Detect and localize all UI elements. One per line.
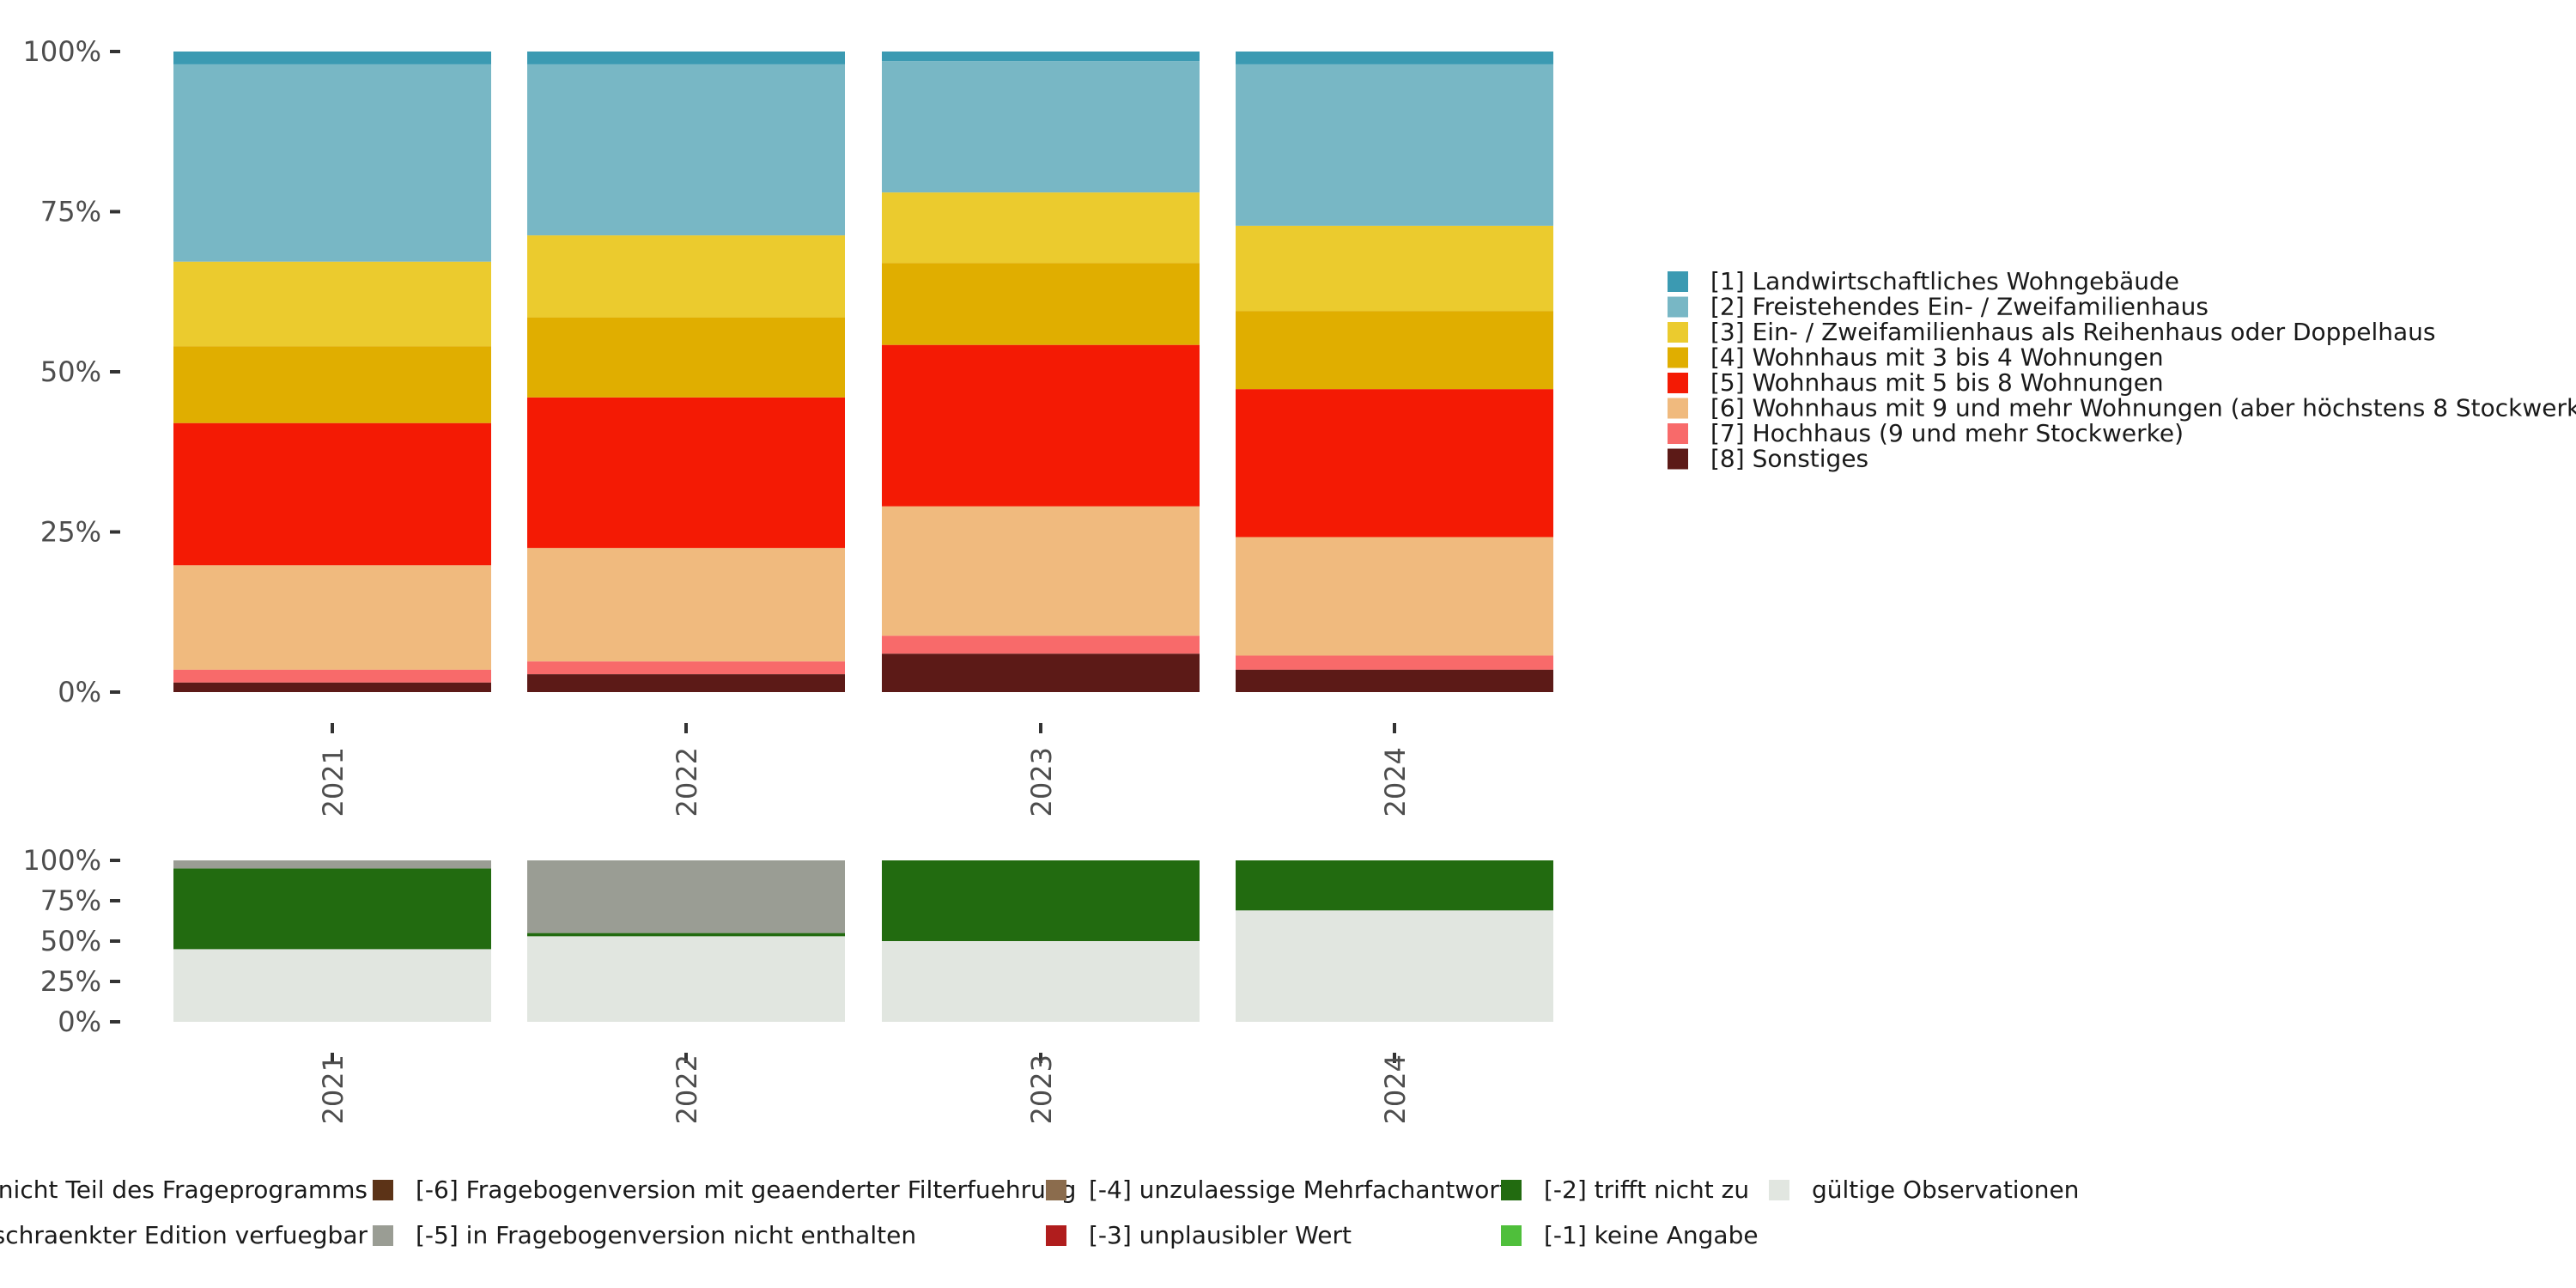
bottom-legend-label: [-6] Fragebogenversion mit geaenderter F… <box>416 1176 1076 1204</box>
top-bar-2024-segment-1 <box>1236 655 1553 670</box>
top-bar-2021-segment-4 <box>173 346 491 423</box>
top-bar-2021-segment-6 <box>173 64 491 262</box>
bottom-legend-swatch <box>373 1225 393 1246</box>
top-legend-label: [7] Hochhaus (9 und mehr Stockwerke) <box>1710 419 2184 447</box>
bottom-y-tick-label: 25% <box>40 965 101 998</box>
bottom-legend: [-8] Frage in diesem Jahr nicht Teil des… <box>0 1176 2079 1249</box>
top-bar-2022-segment-4 <box>527 317 845 398</box>
top-y-tick-label: 25% <box>40 516 101 549</box>
top-legend-swatch <box>1668 322 1688 343</box>
top-bar-2022-segment-5 <box>527 235 845 318</box>
bottom-bar-2021-segment-1 <box>173 868 491 950</box>
top-bar-2023-segment-6 <box>882 61 1200 193</box>
top-legend-label: [3] Ein- / Zweifamilienhaus als Reihenha… <box>1710 318 2435 346</box>
top-y-tick-label: 100% <box>23 35 101 68</box>
top-legend-swatch <box>1668 423 1688 444</box>
bottom-legend-swatch <box>1501 1225 1522 1246</box>
top-legend: [1] Landwirtschaftliches Wohngebäude[2] … <box>1668 267 2576 473</box>
bottom-bar-2022-segment-2 <box>527 860 845 933</box>
top-bar-2021-segment-7 <box>173 52 491 64</box>
bottom-y-tick-label: 50% <box>40 925 101 957</box>
bottom-legend-label: [-8] Frage in diesem Jahr nicht Teil des… <box>0 1176 368 1204</box>
bottom-legend-label: [-3] unplausibler Wert <box>1089 1221 1352 1249</box>
bottom-bar-2021-segment-2 <box>173 860 491 869</box>
top-bar-2023-segment-1 <box>882 635 1200 654</box>
top-bar-2021-segment-2 <box>173 565 491 670</box>
bottom-legend-swatch <box>1769 1180 1789 1200</box>
bottom-y-tick-label: 100% <box>23 844 101 877</box>
top-bar-2022-segment-7 <box>527 52 845 64</box>
top-legend-swatch <box>1668 448 1688 470</box>
top-bar-2024-segment-2 <box>1236 537 1553 656</box>
top-legend-swatch <box>1668 296 1688 318</box>
top-bar-2021-segment-3 <box>173 422 491 566</box>
bottom-bar-2024-segment-1 <box>1236 860 1553 911</box>
bottom-legend-label: [-4] unzulaessige Mehrfachantwort <box>1089 1176 1509 1204</box>
top-bar-2022-segment-6 <box>527 64 845 236</box>
top-bar-2022-segment-0 <box>527 674 845 692</box>
top-bar-2023-segment-3 <box>882 344 1200 507</box>
top-bar-2021-segment-1 <box>173 669 491 683</box>
top-legend-label: [8] Sonstiges <box>1710 445 1868 473</box>
bottom-x-tick-label-2024: 2024 <box>1379 1054 1412 1124</box>
bottom-legend-swatch <box>1046 1225 1066 1246</box>
top-x-tick-label-2024: 2024 <box>1379 747 1412 817</box>
bottom-legend-label: [-1] keine Angabe <box>1544 1221 1759 1249</box>
top-x-tick-label-2022: 2022 <box>671 747 703 817</box>
top-y-tick-label: 75% <box>40 196 101 228</box>
top-bar-2023-segment-4 <box>882 263 1200 345</box>
top-bar-2024-segment-7 <box>1236 52 1553 64</box>
bottom-legend-swatch <box>1046 1180 1066 1200</box>
bottom-legend-label: [-5] in Fragebogenversion nicht enthalte… <box>416 1221 916 1249</box>
top-x-tick-label-2021: 2021 <box>317 747 349 817</box>
top-bar-2023-segment-5 <box>882 192 1200 264</box>
bottom-x-tick-label-2022: 2022 <box>671 1054 703 1124</box>
top-y-tick-label: 0% <box>58 676 101 708</box>
top-bar-2022-segment-3 <box>527 397 845 549</box>
bottom-y-tick-label: 75% <box>40 884 101 917</box>
bottom-legend-label: [-7] nur in weniger eingeschraenkter Edi… <box>0 1221 368 1249</box>
top-bar-2024-segment-0 <box>1236 669 1553 692</box>
bottom-bar-2021-segment-0 <box>173 949 491 1022</box>
top-bar-2023-segment-2 <box>882 506 1200 636</box>
top-x-tick-label-2023: 2023 <box>1025 747 1058 817</box>
bottom-bar-2023-segment-1 <box>882 860 1200 941</box>
bottom-legend-label: gültige Observationen <box>1812 1176 2079 1204</box>
bottom-chart: 0% 25% 50% 75% 100% 2021 2022 2023 2024 <box>23 844 1553 1124</box>
top-legend-swatch <box>1668 347 1688 368</box>
bottom-y-tick-label: 0% <box>58 1005 101 1038</box>
top-legend-swatch <box>1668 271 1688 292</box>
top-legend-label: [2] Freistehendes Ein- / Zweifamilienhau… <box>1710 293 2208 321</box>
top-bar-2022-segment-2 <box>527 548 845 662</box>
bottom-legend-swatch <box>1501 1180 1522 1200</box>
top-bar-2021-segment-5 <box>173 261 491 347</box>
top-legend-swatch <box>1668 398 1688 419</box>
top-bar-2024-segment-4 <box>1236 311 1553 390</box>
top-legend-swatch <box>1668 373 1688 393</box>
top-legend-label: [6] Wohnhaus mit 9 und mehr Wohnungen (a… <box>1710 394 2576 422</box>
top-bar-2023-segment-7 <box>882 52 1200 62</box>
bottom-legend-label: [-2] trifft nicht zu <box>1544 1176 1749 1204</box>
top-bar-2024-segment-5 <box>1236 225 1553 312</box>
top-bar-2022-segment-1 <box>527 661 845 675</box>
bottom-bar-2023-segment-0 <box>882 941 1200 1022</box>
bottom-legend-swatch <box>373 1180 393 1200</box>
bottom-x-tick-label-2023: 2023 <box>1025 1054 1058 1124</box>
top-bar-2021-segment-0 <box>173 682 491 692</box>
top-chart: 0% 25% 50% 75% 100% 2021 2022 2023 2024 <box>23 35 1553 817</box>
top-legend-label: [5] Wohnhaus mit 5 bis 8 Wohnungen <box>1710 368 2164 397</box>
top-y-tick-label: 50% <box>40 355 101 388</box>
top-bar-2024-segment-6 <box>1236 64 1553 226</box>
bottom-bar-2024-segment-0 <box>1236 910 1553 1022</box>
bottom-bar-2022-segment-1 <box>527 933 845 937</box>
bottom-x-tick-label-2021: 2021 <box>317 1054 349 1124</box>
top-legend-label: [1] Landwirtschaftliches Wohngebäude <box>1710 267 2179 295</box>
top-bar-2023-segment-0 <box>882 653 1200 692</box>
top-legend-label: [4] Wohnhaus mit 3 bis 4 Wohnungen <box>1710 343 2164 372</box>
bottom-bar-2022-segment-0 <box>527 936 845 1022</box>
top-bar-2024-segment-3 <box>1236 389 1553 538</box>
